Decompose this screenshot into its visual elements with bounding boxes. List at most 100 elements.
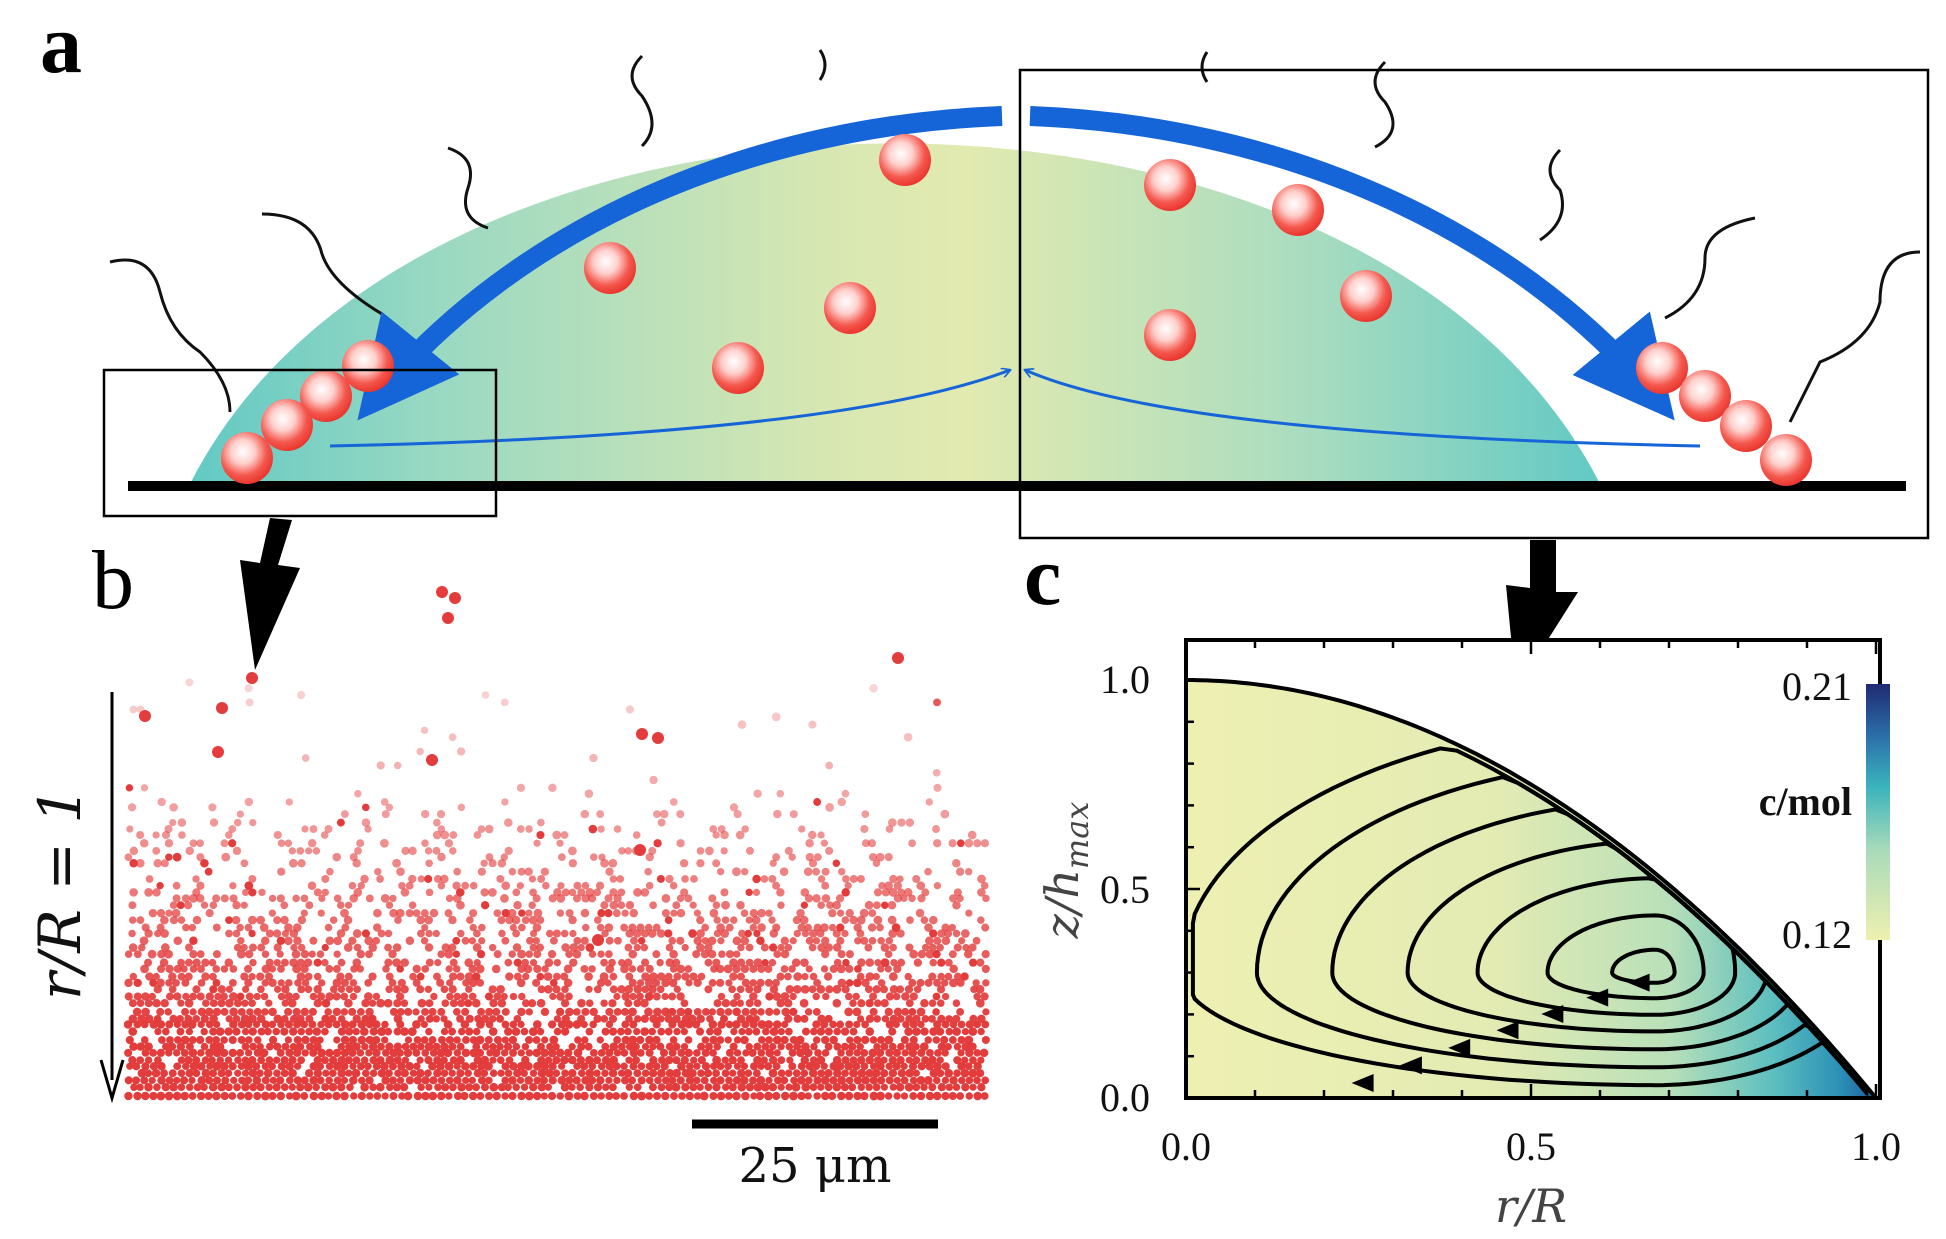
deposit-particle <box>605 1048 614 1057</box>
deposit-particle <box>473 1055 482 1065</box>
deposit-particle <box>713 1042 722 1051</box>
deposit-particle <box>761 1042 770 1051</box>
deposit-particle <box>493 950 502 959</box>
zoom-box-contact-line <box>102 368 498 518</box>
deposit-particle <box>297 943 306 952</box>
deposit-particle <box>804 923 812 932</box>
deposit-particle <box>173 964 182 974</box>
deposit-particle <box>636 965 645 973</box>
deposit-particle <box>225 831 233 839</box>
deposit-particle <box>341 923 350 932</box>
deposit-particle <box>716 923 725 932</box>
deposit-particle <box>701 923 710 932</box>
deposit-particle <box>739 1076 749 1085</box>
deposit-particle <box>609 985 618 994</box>
deposit-particle <box>132 1062 141 1071</box>
deposit-particle <box>478 937 486 945</box>
deposit-particle <box>800 984 810 994</box>
deposit-particle <box>361 803 370 812</box>
deposit-particle <box>885 1062 894 1071</box>
deposit-particle <box>842 875 850 883</box>
deposit-particle <box>768 958 777 967</box>
deposit-particle <box>936 999 945 1008</box>
deposit-particle <box>332 1061 342 1071</box>
deposit-particle <box>180 1091 189 1101</box>
deposit-particle <box>817 1069 826 1078</box>
deposit-particle <box>154 929 162 938</box>
deposit-particle <box>508 1035 518 1045</box>
deposit-particle <box>789 992 797 1001</box>
deposit-particle <box>769 1055 778 1065</box>
deposit-particle <box>604 950 613 959</box>
deposit-particle <box>684 894 693 903</box>
deposit-particle <box>804 894 814 903</box>
deposit-particle <box>426 754 438 766</box>
deposit-particle <box>740 1062 749 1070</box>
deposit-particle <box>932 992 941 1001</box>
deposit-particle <box>460 1020 470 1029</box>
deposit-particle <box>501 908 510 918</box>
deposit-particle <box>909 1035 918 1045</box>
deposit-particle <box>652 950 661 959</box>
deposit-particle <box>364 979 373 987</box>
deposit-particle <box>841 1056 850 1065</box>
deposit-particle <box>784 999 793 1008</box>
deposit-particle <box>832 859 841 867</box>
deposit-particle <box>469 1062 478 1071</box>
deposit-particle <box>365 1049 373 1057</box>
deposit-particle <box>801 1082 811 1092</box>
deposit-particle <box>875 1048 885 1057</box>
deposit-particle <box>209 985 218 994</box>
deposit-particle <box>812 894 821 903</box>
deposit-particle <box>496 1014 504 1023</box>
deposit-particle <box>532 923 542 932</box>
deposit-particle <box>688 929 697 938</box>
deposit-particle <box>869 1036 878 1044</box>
deposit-particle <box>832 1055 842 1065</box>
deposit-particle <box>127 803 137 812</box>
deposit-particle <box>968 958 978 967</box>
deposit-particle <box>392 858 401 868</box>
deposit-particle <box>400 958 409 967</box>
deposit-particle <box>287 998 297 1008</box>
deposit-particle <box>964 1035 974 1045</box>
deposit-particle <box>396 908 405 918</box>
deposit-particle <box>437 1076 446 1085</box>
deposit-particle <box>445 894 454 903</box>
deposit-particle <box>461 936 470 945</box>
deposit-particle <box>456 900 465 910</box>
deposit-particle <box>332 1020 341 1029</box>
deposit-particle <box>524 867 533 876</box>
deposit-particle <box>332 964 341 973</box>
deposit-particle <box>630 936 638 945</box>
deposit-particle <box>709 1091 718 1101</box>
deposit-particle <box>740 867 749 876</box>
deposit-particle <box>400 985 409 994</box>
deposit-particle <box>233 999 242 1008</box>
deposit-particle <box>680 1027 689 1036</box>
deposit-particle <box>680 1055 689 1065</box>
deposit-particle <box>206 1062 214 1070</box>
deposit-particle <box>832 929 841 938</box>
deposit-particle <box>981 950 990 959</box>
deposit-particle <box>909 992 918 1001</box>
deposit-particle <box>521 1055 530 1065</box>
deposit-particle <box>556 992 565 1001</box>
deposit-particle <box>156 882 164 890</box>
deposit-particle <box>572 949 582 959</box>
deposit-particle <box>888 888 898 897</box>
deposit-particle <box>784 846 793 855</box>
deposit-particle <box>665 958 675 967</box>
deposit-particle <box>796 1048 805 1058</box>
deposit-particle <box>182 1062 190 1070</box>
deposit-particle <box>805 838 814 848</box>
deposit-particle <box>367 1014 377 1024</box>
deposit-particle <box>552 1069 561 1078</box>
deposit-particle <box>613 825 622 833</box>
deposit-particle <box>844 882 852 890</box>
deposit-particle <box>332 852 342 862</box>
deposit-particle <box>837 964 846 974</box>
deposit-particle <box>357 1035 367 1045</box>
deposit-particle <box>844 1007 853 1017</box>
deposit-particle <box>265 929 274 938</box>
